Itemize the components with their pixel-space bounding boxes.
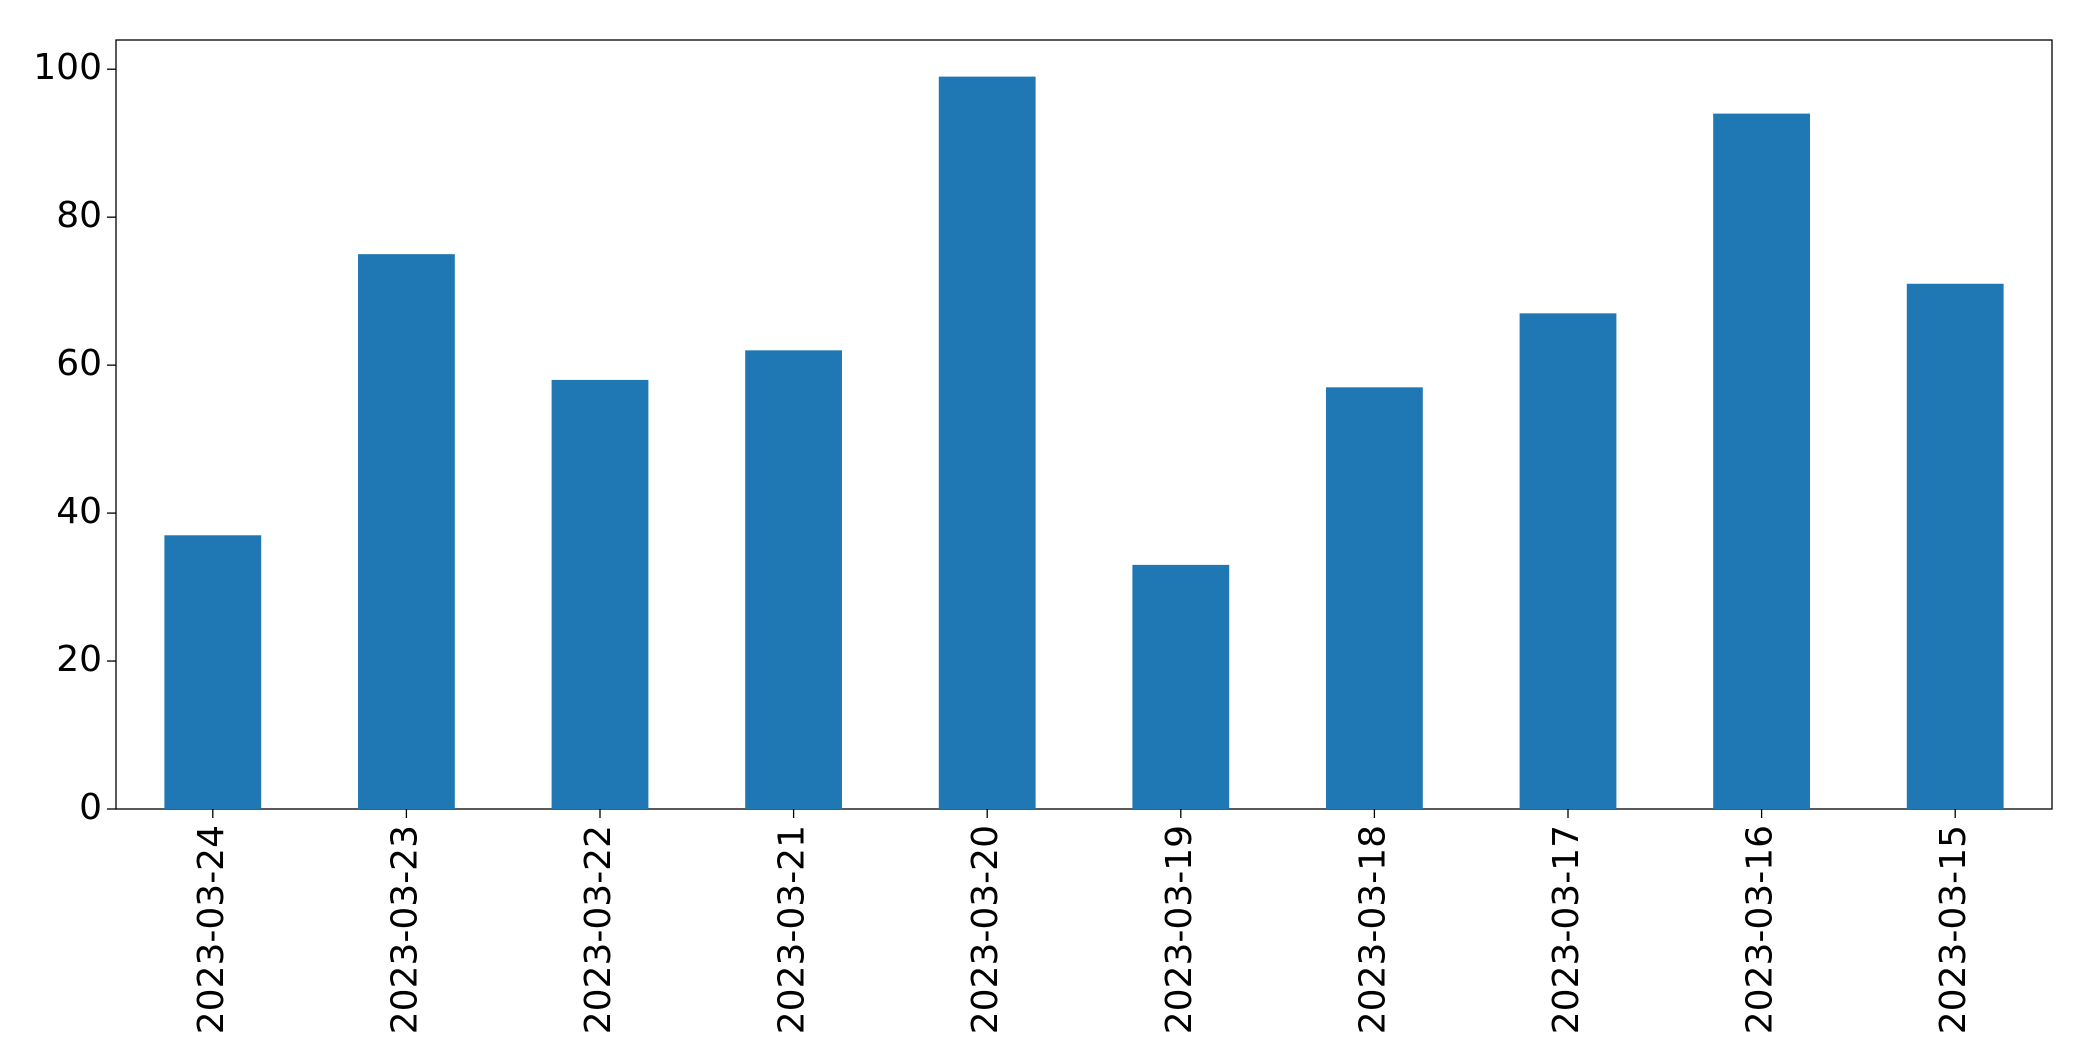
bar [745,350,842,809]
bar [938,76,1036,810]
bar [1132,564,1230,809]
bar [164,535,262,809]
bar [1713,113,1810,810]
x-tick-label: 2023-03-21 [772,825,813,1034]
x-tick-label: 2023-03-19 [1159,825,1200,1034]
x-tick-label: 2023-03-22 [578,825,619,1034]
bar [1519,313,1617,809]
x-tick-label: 2023-03-23 [384,825,425,1034]
bar [358,254,455,809]
bar [551,379,649,809]
y-tick-label: 60 [56,343,102,384]
y-tick-label: 100 [33,47,102,88]
y-tick-label: 80 [56,195,102,236]
x-tick-label: 2023-03-17 [1546,825,1587,1034]
y-tick-label: 40 [56,491,102,532]
y-tick-label: 0 [79,787,102,828]
bar [1906,283,2004,809]
x-tick-label: 2023-03-18 [1352,825,1393,1034]
x-tick-label: 2023-03-16 [1740,825,1781,1034]
x-tick-label: 2023-03-15 [1933,825,1974,1034]
bar [1326,387,1423,809]
x-tick-label: 2023-03-24 [191,825,232,1034]
y-tick-label: 20 [56,639,102,680]
plot-frame [115,39,2053,810]
x-tick-label: 2023-03-20 [965,825,1006,1034]
